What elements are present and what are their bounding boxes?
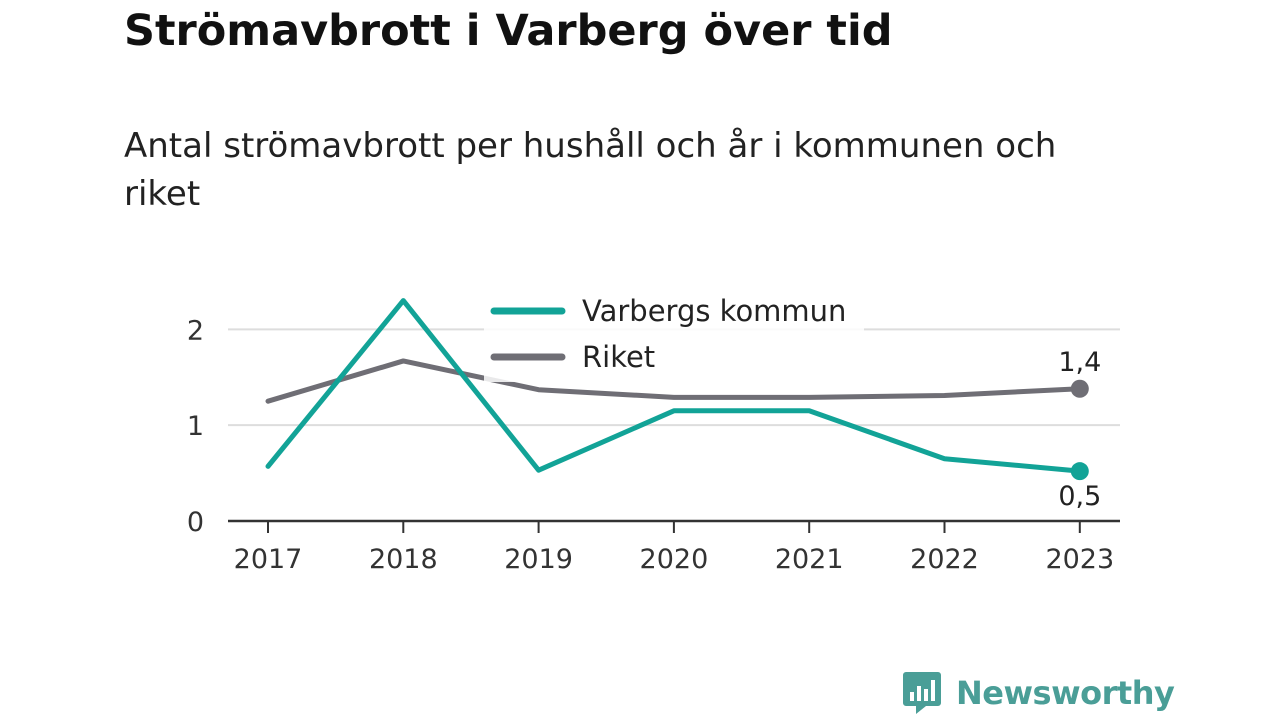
data-point [1070, 379, 1089, 398]
legend-label: Riket [582, 340, 655, 374]
x-tick-label: 2018 [369, 544, 438, 575]
chart-subtitle: Antal strömavbrott per hushåll och år i … [124, 126, 1057, 214]
x-tick-label: 2019 [504, 544, 573, 575]
newsworthy-logo: Newsworthy [902, 670, 1175, 716]
brand-name: Newsworthy [956, 674, 1175, 712]
x-tick-label: 2020 [640, 544, 709, 575]
data-point [1070, 462, 1089, 481]
chart-title: Strömavbrott i Varberg över tid [124, 6, 893, 56]
x-tick-label: 2017 [234, 544, 303, 575]
legend-label: Varbergs kommun [582, 294, 846, 328]
end-label-riket: 1,4 [1058, 347, 1101, 378]
x-axis: 2017 2018 2019 2020 2021 2022 2023 [228, 519, 1120, 575]
legend: Varbergs kommun Riket [484, 292, 864, 382]
y-axis-labels: 0 1 2 [187, 315, 204, 538]
legend-background [484, 292, 864, 382]
bar-chart-speech-bubble-icon [903, 672, 941, 714]
y-tick-label: 2 [187, 315, 204, 346]
x-tick-label: 2021 [775, 544, 844, 575]
x-tick-label: 2023 [1045, 544, 1114, 575]
x-tick-label: 2022 [910, 544, 979, 575]
y-tick-label: 1 [187, 411, 204, 442]
series-lines: 1,4 0,5 [265, 298, 1101, 512]
end-label-varberg: 0,5 [1058, 481, 1101, 512]
y-tick-label: 0 [187, 507, 204, 538]
